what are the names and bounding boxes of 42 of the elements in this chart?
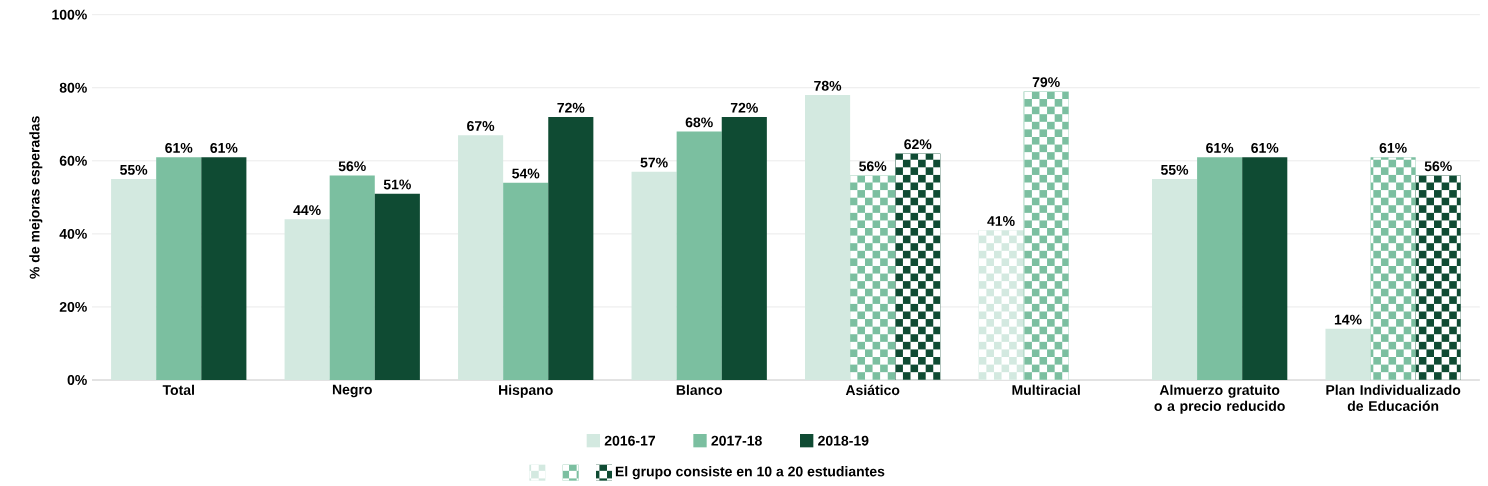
legend-label: 2016-17 [604,435,656,446]
legend-label: 2017-18 [711,435,762,446]
y-tick-label: 80% [59,82,87,93]
y-tick-label: 40% [59,228,87,239]
data-label: 56% [1424,161,1452,172]
x-tick-label: Multiracial [1012,384,1080,395]
data-label: 55% [120,164,148,175]
data-label: 41% [987,216,1015,226]
data-label: 61% [1379,142,1407,153]
data-label: 62% [904,139,932,150]
x-tick-label: Asiático [845,384,900,396]
data-label: 72% [557,102,585,113]
data-label: 61% [1251,142,1279,153]
data-label: 56% [338,161,366,172]
x-tick-label: Hispano [499,384,553,398]
y-tick-label: 60% [59,155,87,166]
x-tick-label: Total [162,384,194,395]
y-tick-label: 100% [52,9,87,20]
legend-label: 2018-19 [818,435,869,446]
y-tick-label: 20% [59,301,87,312]
data-label: 57% [640,157,668,168]
data-label: 44% [293,205,321,215]
legend-label: El grupo consiste en 10 a 20 estudiantes [615,466,885,480]
y-axis-title: % de mejoras esperadas [29,116,43,279]
data-label: 61% [1206,142,1234,153]
data-label: 55% [1160,164,1189,175]
data-label: 67% [467,121,495,131]
data-label: 54% [512,168,540,179]
x-tick-label: Negro [332,384,372,398]
data-label: 51% [383,179,411,190]
data-label: 61% [210,142,238,153]
data-label: 56% [859,161,887,172]
x-tick-label: Blanco [676,384,722,395]
data-label: 78% [814,80,842,91]
data-label: 61% [165,142,193,153]
data-label: 68% [685,117,713,128]
y-tick-label: 0% [67,375,87,385]
data-label: 72% [730,102,758,113]
data-label: 79% [1032,77,1060,88]
data-label: 14% [1334,314,1362,325]
x-tick-label: Plan Individualizado de Educación [1326,384,1461,411]
x-tick-label: Almuerzo gratuito o a precio reducido [1154,384,1285,414]
